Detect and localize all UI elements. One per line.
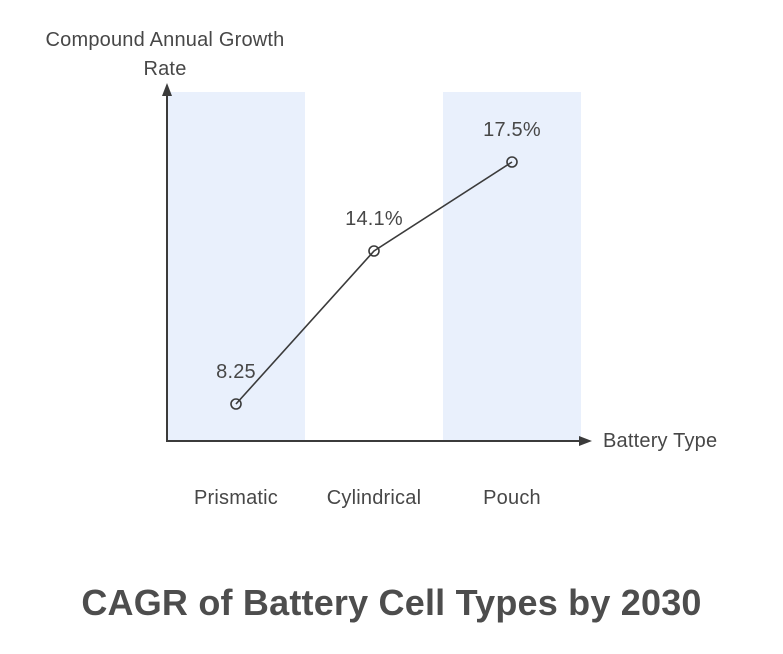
data-point-marker-pouch: [506, 156, 518, 168]
value-label-prismatic: 8.25: [216, 361, 256, 383]
highlight-band-prismatic: [167, 92, 305, 441]
y-axis-arrow-icon: [162, 83, 172, 96]
x-axis-arrow-icon: [579, 436, 592, 446]
x-axis-title: Battery Type: [603, 430, 718, 452]
value-label-cylindrical: 14.1%: [345, 208, 403, 230]
data-point-marker-prismatic: [230, 398, 242, 410]
value-label-pouch: 17.5%: [483, 119, 541, 141]
highlight-band-pouch: [443, 92, 581, 441]
category-label-cylindrical: Cylindrical: [326, 487, 422, 509]
chart-title: CAGR of Battery Cell Types by 2030: [81, 582, 702, 623]
category-label-pouch: Pouch: [483, 487, 541, 509]
trend-line: [235, 161, 513, 405]
category-label-prismatic: Prismatic: [193, 487, 279, 509]
data-point-marker-cylindrical: [368, 245, 380, 257]
y-axis-title: Compound Annual Growth Rate: [45, 29, 285, 80]
